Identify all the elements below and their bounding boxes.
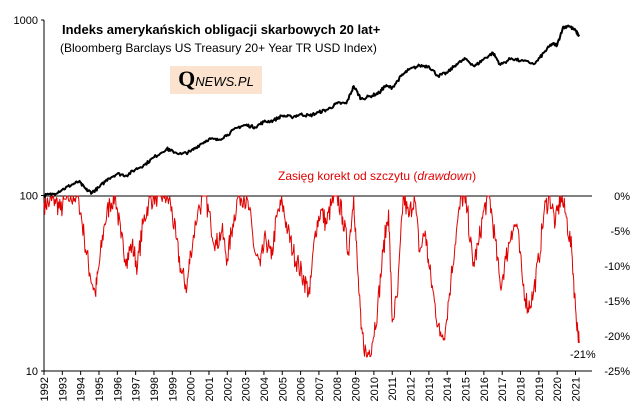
dd-tick-label: -5% [610, 226, 630, 238]
logo-q: Q [178, 66, 196, 91]
chart-subtitle: (Bloomberg Barclays US Treasury 20+ Year… [60, 41, 377, 55]
x-tick-label: 1999 [167, 377, 179, 401]
axes: 1000 100 10 0% -5% -10% -15% -20% -25% 1992 1993 19… [14, 15, 631, 401]
x-tick-label: 1998 [149, 377, 161, 401]
dd-tick-label: 0% [614, 191, 630, 203]
logo-text: NEWS.PL [195, 74, 254, 89]
drawdown-title-close: ) [472, 169, 476, 183]
x-tick-label: 2004 [259, 377, 271, 401]
x-tick-label: 2008 [332, 377, 344, 401]
y-tick-label: 100 [20, 191, 38, 203]
x-tick-label: 1996 [112, 377, 124, 401]
x-tick-label: 2000 [186, 377, 198, 401]
labels: Indeks amerykańskich obligacji skarbowyc… [60, 22, 596, 361]
dd-tick-label: -25% [604, 366, 630, 378]
drawdown-title-main: Zasięg korekt od szczytu ( [278, 169, 417, 183]
qnews-logo: Q NEWS.PL [170, 66, 262, 94]
x-tick-label: 2012 [406, 377, 418, 401]
dd-tick-label: -10% [604, 261, 630, 273]
drawdown-title-italic: drawdown [417, 169, 472, 183]
dd-tick-label: -20% [604, 331, 630, 343]
x-tick-label: 2007 [314, 377, 326, 401]
x-tick-label: 2006 [296, 377, 308, 401]
drawdown-annotation: -21% [570, 349, 596, 361]
x-tick-label: 2014 [442, 377, 454, 401]
dd-tick-label: -15% [604, 296, 630, 308]
x-tick-label: 2020 [552, 377, 564, 401]
x-tick-label: 2005 [277, 377, 289, 401]
y-tick-label: 10 [26, 366, 38, 378]
x-tick-label: 2019 [534, 377, 546, 401]
x-tick-label: 2018 [516, 377, 528, 401]
x-tick-label: 1995 [94, 377, 106, 401]
x-tick-label: 2016 [479, 377, 491, 401]
drawdown-line [43, 195, 580, 358]
x-tick-label: 2002 [222, 377, 234, 401]
drawdown-series [43, 195, 580, 358]
x-tick-label: 2013 [424, 377, 436, 401]
x-tick-label: 1993 [57, 377, 69, 401]
x-tick-label: 2009 [351, 377, 363, 401]
x-tick-label: 1992 [39, 377, 51, 401]
x-tick-label: 2021 [571, 377, 583, 401]
x-tick-label: 2010 [369, 377, 381, 401]
y-tick-label: 1000 [14, 15, 38, 27]
x-tick-label: 2017 [497, 377, 509, 401]
x-tick-label: 2001 [204, 377, 216, 401]
index-series [43, 24, 581, 198]
x-tick-label: 2003 [241, 377, 253, 401]
index-line [43, 24, 581, 198]
x-tick-label: 1994 [76, 377, 88, 401]
x-tick-label: 1997 [131, 377, 143, 401]
x-tick-label: 2011 [387, 377, 399, 401]
x-tick-label: 2015 [461, 377, 473, 401]
drawdown-title: Zasięg korekt od szczytu (drawdown) [278, 169, 476, 183]
chart-title: Indeks amerykańskich obligacji skarbowyc… [62, 22, 381, 37]
